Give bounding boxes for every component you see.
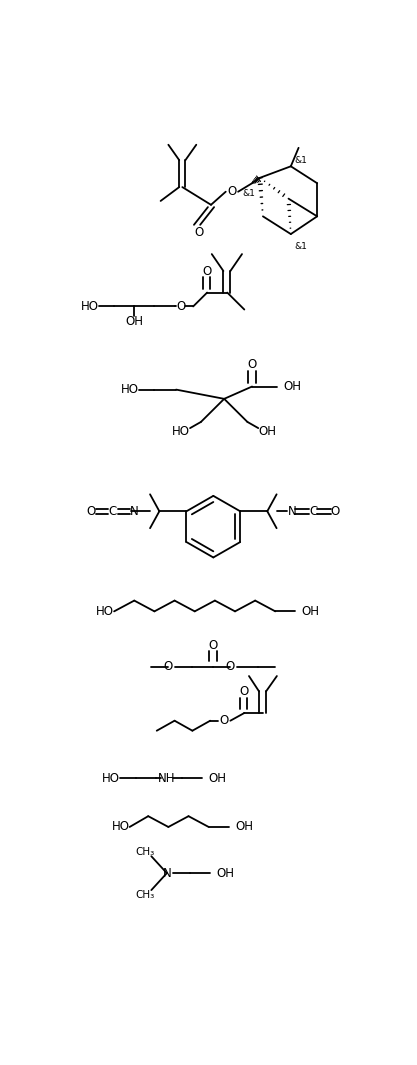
Text: HO: HO xyxy=(102,772,121,785)
Text: HO: HO xyxy=(121,383,139,396)
Text: HO: HO xyxy=(80,300,99,313)
Text: N: N xyxy=(130,505,139,518)
Text: C: C xyxy=(310,505,318,518)
Text: N: N xyxy=(288,505,296,518)
Text: O: O xyxy=(247,359,257,372)
Text: OH: OH xyxy=(125,315,143,328)
Text: &1: &1 xyxy=(295,155,308,165)
Text: O: O xyxy=(240,685,249,698)
Text: NH: NH xyxy=(158,772,176,785)
Text: OH: OH xyxy=(258,425,276,438)
Text: HO: HO xyxy=(112,820,130,834)
Text: OH: OH xyxy=(208,772,227,785)
Text: &1: &1 xyxy=(243,189,256,198)
Text: CH₃: CH₃ xyxy=(136,847,155,856)
Text: HO: HO xyxy=(96,605,114,618)
Text: N: N xyxy=(163,867,171,880)
Text: C: C xyxy=(109,505,117,518)
Text: O: O xyxy=(219,715,229,727)
Text: OH: OH xyxy=(216,867,234,880)
Text: O: O xyxy=(164,660,173,673)
Text: CH₃: CH₃ xyxy=(136,889,155,900)
Text: O: O xyxy=(331,505,340,518)
Text: OH: OH xyxy=(235,820,253,834)
Text: O: O xyxy=(226,660,235,673)
Text: OH: OH xyxy=(283,380,301,393)
Text: &1: &1 xyxy=(295,242,308,251)
Text: O: O xyxy=(194,226,203,239)
Text: O: O xyxy=(87,505,96,518)
Text: HO: HO xyxy=(172,425,190,438)
Text: OH: OH xyxy=(301,605,320,618)
Text: O: O xyxy=(227,185,236,198)
Text: O: O xyxy=(176,300,186,313)
Text: O: O xyxy=(208,639,218,652)
Text: O: O xyxy=(203,264,212,278)
